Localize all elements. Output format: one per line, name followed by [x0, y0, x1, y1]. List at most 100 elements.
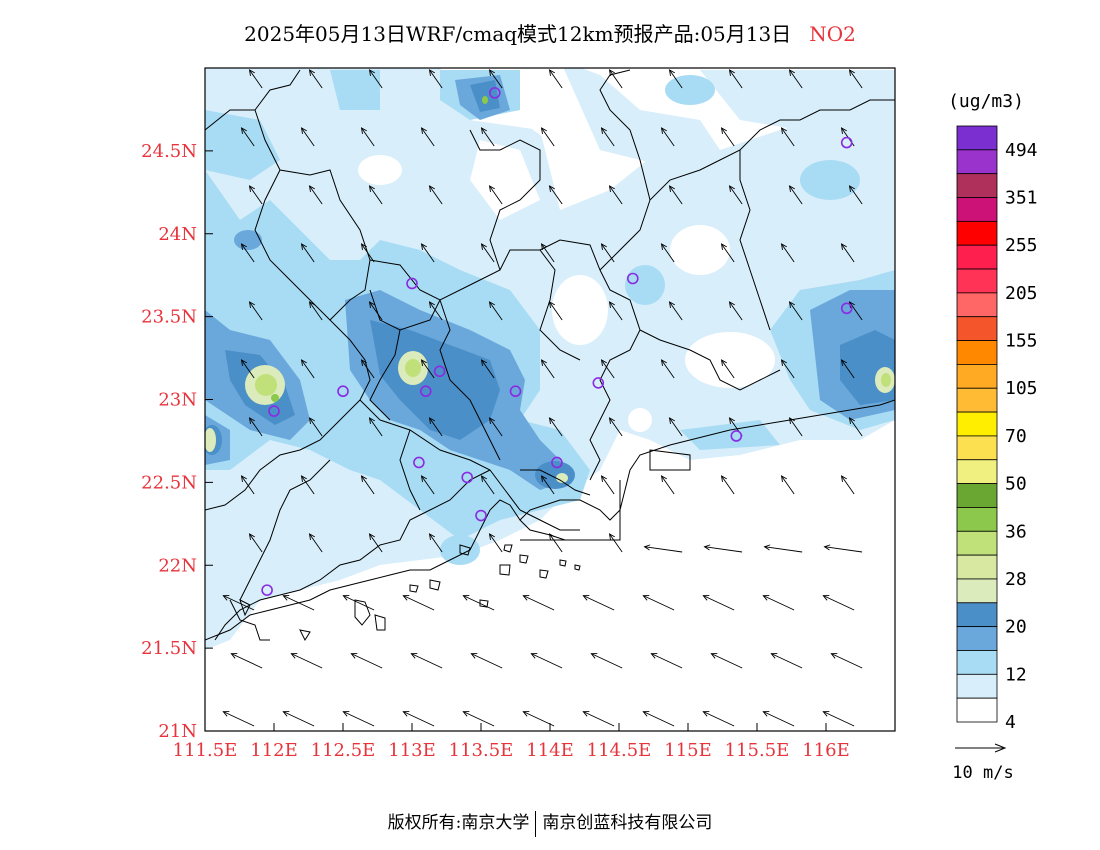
x-tick-label: 113.5E — [449, 740, 514, 761]
station-marker — [488, 87, 501, 99]
wind-arrow — [721, 127, 735, 147]
wind-arrow — [771, 653, 803, 669]
legend-label: 50 — [1005, 474, 1027, 495]
wind-arrow — [823, 595, 855, 611]
wind-arrow — [841, 243, 855, 263]
wind-arrowhead — [830, 653, 838, 659]
legend-label: 494 — [1005, 140, 1038, 161]
wind-arrow — [601, 127, 615, 147]
x-tick-label: 114E — [526, 740, 574, 761]
wind-arrow — [231, 653, 263, 669]
wind-arrowhead — [660, 359, 667, 366]
wind-arrowhead — [420, 127, 427, 134]
wind-arrowhead — [402, 711, 410, 717]
y-tick-label: 24N — [158, 224, 197, 245]
wind-arrow — [249, 417, 263, 437]
wind-arrowhead — [300, 127, 307, 134]
wind-arrow — [789, 301, 803, 321]
legend-swatch — [956, 244, 998, 270]
legend-swatch — [956, 578, 998, 604]
wind-arrowhead — [840, 127, 847, 134]
station-marker — [592, 377, 605, 389]
wind-arrowhead — [540, 243, 547, 250]
y-tick-label: 23N — [158, 390, 197, 411]
y-tick-label: 23.5N — [141, 307, 197, 328]
legend-label: 20 — [1005, 617, 1027, 638]
wind-arrow — [601, 475, 615, 495]
wind-arrow — [489, 301, 503, 321]
wind-arrow — [429, 185, 443, 205]
wind-arrowhead — [780, 359, 787, 366]
wind-arrowhead — [608, 301, 615, 308]
wind-arrowhead — [420, 243, 427, 250]
station-marker — [551, 456, 563, 469]
level-4-area — [205, 68, 895, 650]
wind-arrowhead — [780, 475, 787, 482]
wind-arrow — [403, 595, 435, 611]
y-tick-label: 21N — [158, 721, 197, 742]
wind-arrow — [824, 546, 863, 553]
wind-arrowhead — [660, 243, 667, 250]
wind-arrowhead — [240, 475, 247, 482]
wind-arrow — [481, 243, 495, 263]
wind-arrowhead — [600, 359, 607, 366]
station-marker — [475, 509, 487, 522]
wind-arrow — [463, 595, 495, 611]
x-tick-label: 113E — [388, 740, 436, 761]
wind-arrow — [609, 417, 623, 437]
wind-arrowhead — [540, 359, 547, 366]
wind-arrowhead — [480, 359, 487, 366]
wind-vectors — [222, 69, 863, 727]
wind-arrow — [309, 69, 323, 89]
y-tick-label: 22N — [158, 555, 197, 576]
wind-arrowhead — [650, 653, 658, 659]
legend-swatch — [956, 268, 998, 294]
wind-arrow — [729, 185, 743, 205]
wind-arrow — [369, 533, 383, 553]
wind-arrowhead — [282, 595, 290, 601]
concentration-field — [205, 68, 895, 731]
wind-arrowhead — [222, 711, 230, 717]
wind-arrowhead — [360, 359, 367, 366]
wind-arrow — [661, 475, 675, 495]
wind-arrowhead — [720, 475, 727, 482]
wind-arrow — [429, 417, 443, 437]
wind-arrow — [309, 301, 323, 321]
wind-arrow — [343, 595, 375, 611]
wind-arrowhead — [600, 475, 607, 482]
wind-arrowhead — [668, 185, 675, 192]
wind-arrowhead — [608, 533, 615, 540]
wind-arrowhead — [660, 127, 667, 134]
station-marker — [840, 136, 853, 149]
wind-arrowhead — [368, 533, 375, 540]
wind-arrowhead — [248, 533, 255, 540]
wind-arrow — [361, 475, 375, 495]
station-marker — [419, 385, 432, 398]
wind-arrowhead — [548, 69, 555, 76]
wind-arrowhead — [368, 301, 375, 308]
legend-swatch — [956, 507, 998, 532]
wind-arrow — [549, 417, 563, 437]
wind-arrowhead — [720, 243, 727, 250]
station-marker — [461, 471, 474, 484]
wind-arrow — [703, 711, 735, 727]
wind-arrowhead — [660, 475, 667, 482]
wind-arrowhead — [240, 127, 247, 134]
wind-arrow — [601, 359, 615, 379]
wind-arrow — [661, 359, 675, 379]
wind-arrow — [541, 243, 555, 263]
wind-arrowhead — [702, 595, 710, 601]
wind-arrowhead — [462, 595, 470, 601]
wind-arrow — [241, 475, 255, 495]
legend-swatch — [956, 650, 998, 675]
wind-arrowhead — [728, 417, 735, 424]
wind-arrow — [781, 127, 795, 147]
wind-arrowhead — [822, 595, 830, 601]
wind-arrow — [583, 711, 615, 727]
monitoring-stations — [261, 87, 853, 596]
wind-arrow — [763, 711, 795, 727]
x-tick-label: 114.5E — [587, 740, 652, 761]
wind-arrowhead — [522, 711, 530, 717]
station-marker — [840, 302, 853, 315]
